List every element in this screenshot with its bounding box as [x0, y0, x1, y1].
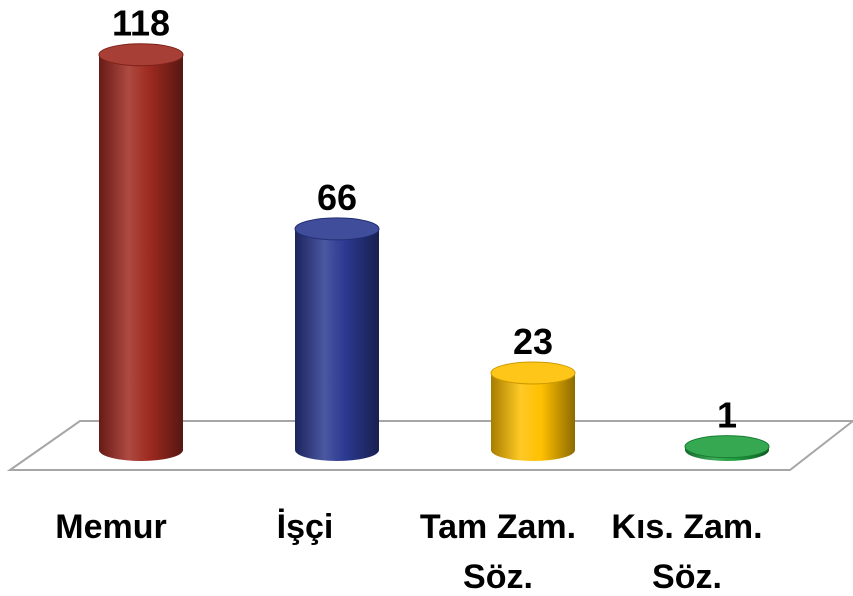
floor: [6, 420, 853, 471]
x-tick-label: İşçi: [276, 508, 334, 546]
x-tick-label: Memur: [55, 508, 167, 546]
bar: [295, 228, 379, 461]
value-label: 23: [513, 321, 553, 362]
bar-top: [294, 217, 380, 241]
x-tick-label: Tam Zam. Söz.: [419, 508, 577, 596]
x-tick-label: Kıs. Zam. Söz.: [611, 508, 763, 596]
bar-top: [684, 435, 770, 459]
value-label: 1: [717, 395, 737, 436]
bar-top: [98, 43, 184, 67]
bar-top: [490, 361, 576, 385]
value-label: 66: [317, 177, 357, 218]
bar: [99, 54, 183, 461]
bar: [491, 372, 575, 461]
value-label: 118: [112, 3, 170, 44]
